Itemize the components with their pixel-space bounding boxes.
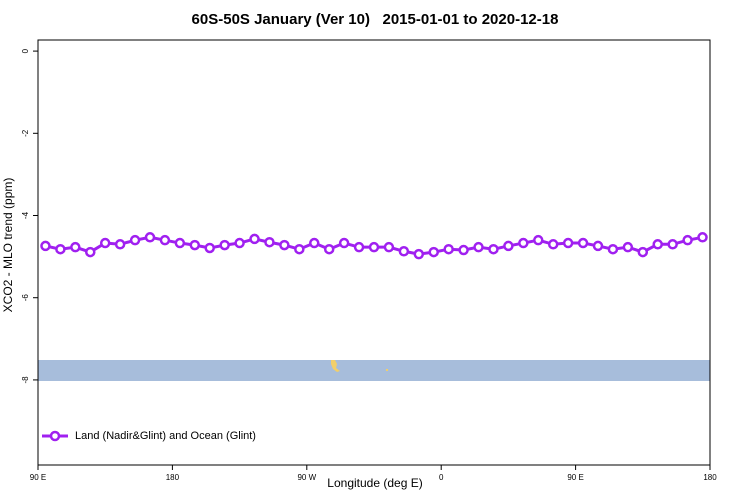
data-point [682, 234, 693, 246]
data-point [562, 237, 574, 249]
data-point [338, 237, 350, 249]
data-point [443, 243, 454, 255]
data-point [622, 241, 634, 253]
data-point [473, 241, 484, 253]
data-point [219, 239, 230, 251]
x-tick-label: 90 W [297, 473, 316, 482]
data-point [398, 246, 410, 257]
data-point [518, 237, 529, 249]
data-point [55, 243, 66, 255]
data-point [99, 237, 111, 249]
legend-marker [49, 430, 61, 442]
data-point [697, 232, 708, 243]
y-tick-label: -6 [21, 294, 30, 302]
x-tick-label: 90 E [567, 473, 583, 482]
x-tick-label: 180 [703, 473, 717, 482]
x-tick-label: 0 [439, 473, 444, 482]
data-point [234, 237, 245, 249]
data-point [309, 237, 320, 249]
x-tick-label: 180 [166, 473, 180, 482]
map-strip [38, 360, 710, 381]
y-tick-label: -2 [21, 129, 30, 137]
data-point [503, 240, 514, 252]
y-tick-label: -8 [21, 376, 30, 384]
land-patch [386, 369, 388, 371]
data-point [368, 241, 380, 253]
data-point [577, 237, 589, 249]
land-patch [331, 360, 340, 372]
data-point [114, 239, 126, 250]
data-point [592, 240, 604, 252]
legend-label: Land (Nadir&Glint) and Ocean (Glint) [75, 430, 256, 442]
data-point [547, 239, 559, 250]
data-point [353, 241, 365, 253]
data-point [667, 239, 678, 250]
data-point [637, 246, 649, 258]
plot-frame [37, 39, 711, 466]
data-point [174, 237, 186, 249]
y-tick-label: 0 [21, 48, 30, 53]
data-point [249, 233, 260, 245]
data-point [70, 241, 81, 253]
data-point [458, 244, 469, 256]
chart-title: 60S-50S January (Ver 10) 2015-01-01 to 2… [192, 11, 559, 28]
data-point [428, 246, 439, 258]
x-tick-label: 90 E [30, 473, 46, 482]
data-point [607, 243, 619, 255]
data-point [144, 232, 156, 243]
data-point [204, 242, 215, 254]
data-point [383, 241, 395, 253]
data-point [279, 239, 290, 251]
data-point [159, 234, 171, 246]
data-point [85, 246, 96, 258]
data-point [189, 239, 201, 251]
data-point [40, 240, 51, 252]
data-point [413, 248, 425, 260]
data-point [323, 243, 335, 255]
data-point [488, 243, 499, 255]
data-point [294, 243, 305, 255]
y-axis-label: XCO2 - MLO trend (ppm) [1, 178, 15, 313]
data-point [129, 234, 141, 246]
data-point [652, 239, 663, 250]
x-axis-label: Longitude (deg E) [327, 476, 422, 490]
data-point [264, 236, 275, 248]
data-point [533, 234, 544, 246]
y-tick-label: -4 [21, 211, 30, 219]
